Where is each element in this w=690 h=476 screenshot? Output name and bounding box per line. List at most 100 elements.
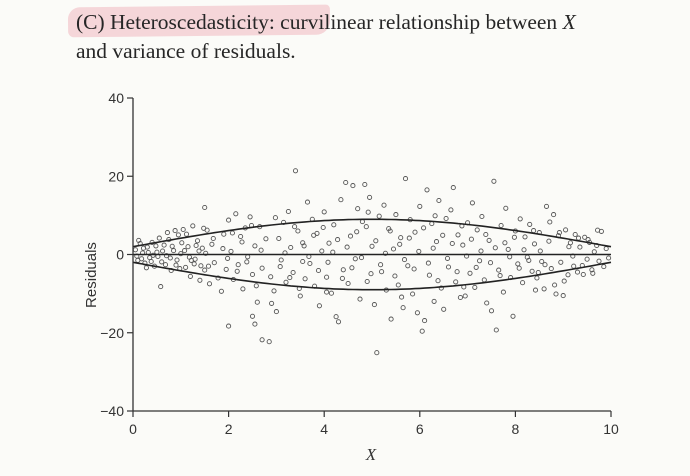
data-point bbox=[556, 230, 562, 236]
data-point bbox=[371, 302, 377, 308]
data-point bbox=[450, 185, 456, 191]
data-point bbox=[307, 260, 313, 267]
data-point bbox=[566, 244, 572, 250]
data-point bbox=[330, 249, 336, 255]
data-point bbox=[364, 278, 370, 285]
data-point bbox=[320, 224, 326, 231]
y-tick-label: 20 bbox=[108, 168, 124, 184]
data-point bbox=[206, 281, 213, 287]
data-point bbox=[411, 266, 417, 272]
data-point bbox=[169, 243, 175, 249]
data-point bbox=[582, 234, 588, 240]
data-point bbox=[167, 255, 173, 261]
y-tick-label: −20 bbox=[100, 325, 124, 341]
data-point bbox=[355, 206, 361, 212]
data-point bbox=[497, 273, 503, 279]
data-point bbox=[481, 277, 487, 283]
data-point bbox=[316, 303, 322, 309]
data-point bbox=[277, 264, 283, 270]
data-point bbox=[454, 269, 460, 275]
data-point bbox=[460, 242, 466, 248]
data-point bbox=[402, 176, 409, 182]
data-point bbox=[486, 237, 492, 243]
data-point bbox=[521, 247, 527, 253]
data-point bbox=[304, 199, 311, 205]
data-point bbox=[387, 228, 393, 234]
data-point bbox=[271, 288, 277, 294]
data-point bbox=[185, 244, 191, 250]
data-point bbox=[263, 236, 269, 242]
data-point bbox=[382, 250, 388, 256]
data-point bbox=[226, 323, 232, 329]
data-point bbox=[449, 240, 455, 247]
data-point bbox=[171, 248, 177, 254]
data-point bbox=[253, 283, 259, 289]
data-point bbox=[229, 230, 235, 236]
data-point bbox=[543, 203, 550, 209]
data-point bbox=[321, 209, 327, 215]
data-point bbox=[201, 225, 207, 231]
data-point bbox=[315, 267, 322, 274]
data-point bbox=[563, 227, 569, 233]
data-point bbox=[531, 241, 538, 247]
data-point bbox=[340, 267, 346, 273]
data-point bbox=[191, 261, 197, 267]
data-point bbox=[469, 200, 475, 206]
data-point bbox=[430, 245, 436, 251]
points-layer bbox=[132, 168, 612, 356]
data-point bbox=[365, 209, 371, 215]
data-point bbox=[541, 286, 547, 292]
data-point bbox=[254, 299, 260, 305]
data-point bbox=[325, 259, 331, 265]
data-point bbox=[424, 187, 430, 193]
data-point bbox=[369, 243, 375, 249]
data-point bbox=[335, 237, 341, 243]
data-point bbox=[175, 232, 181, 238]
data-point bbox=[245, 254, 251, 260]
data-point bbox=[225, 255, 231, 261]
x-axis-title: X bbox=[365, 445, 377, 464]
data-point bbox=[472, 284, 478, 290]
data-point bbox=[585, 237, 591, 243]
data-point bbox=[357, 296, 363, 302]
axes: −40 −20 0 20 40 0 2 4 6 8 10 bbox=[100, 90, 619, 437]
data-point bbox=[339, 275, 345, 281]
data-point bbox=[183, 231, 190, 237]
data-point bbox=[163, 253, 170, 259]
data-point bbox=[358, 255, 365, 261]
data-point bbox=[173, 262, 179, 268]
data-point bbox=[252, 243, 258, 249]
data-point bbox=[378, 262, 384, 268]
data-point bbox=[516, 265, 522, 271]
data-point bbox=[574, 269, 581, 275]
data-point bbox=[503, 205, 509, 211]
data-point bbox=[571, 263, 577, 269]
data-point bbox=[532, 287, 539, 293]
data-point bbox=[324, 289, 330, 295]
data-point bbox=[410, 291, 416, 297]
data-point bbox=[474, 227, 480, 233]
data-point bbox=[400, 305, 406, 311]
data-point bbox=[190, 223, 196, 229]
data-point bbox=[288, 244, 294, 251]
data-point bbox=[527, 221, 533, 227]
data-point bbox=[143, 265, 149, 271]
x-tick-label: 2 bbox=[225, 421, 233, 437]
data-point bbox=[326, 240, 332, 246]
data-point bbox=[483, 231, 489, 238]
data-point bbox=[441, 306, 447, 312]
data-point bbox=[416, 248, 422, 254]
data-point bbox=[252, 321, 258, 327]
data-point bbox=[484, 300, 490, 306]
data-point bbox=[455, 232, 461, 238]
data-point bbox=[561, 278, 567, 284]
heading-variable-x: X bbox=[562, 10, 576, 34]
data-point bbox=[547, 219, 553, 225]
data-point bbox=[515, 261, 521, 267]
data-point bbox=[292, 168, 299, 174]
data-point bbox=[595, 227, 601, 233]
data-point bbox=[302, 276, 308, 282]
data-point bbox=[268, 274, 274, 280]
data-point bbox=[331, 222, 337, 228]
data-point bbox=[376, 213, 382, 219]
